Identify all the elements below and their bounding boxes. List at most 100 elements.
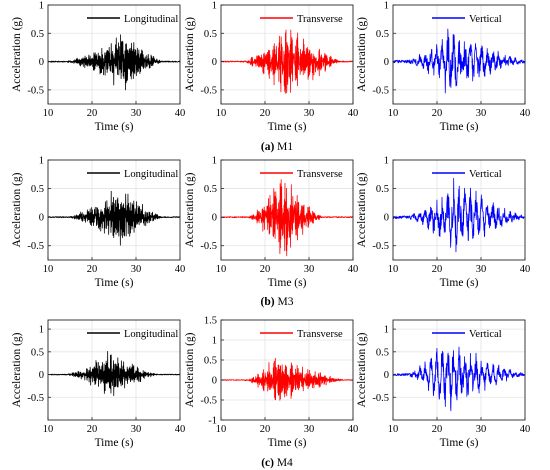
y-tick-label: 1 [212, 336, 217, 347]
x-tick-label: 30 [304, 264, 315, 275]
y-axis-label: Acceleration (g) [11, 332, 23, 407]
x-tick-label: 30 [131, 264, 142, 275]
panel-caption-label: M3 [275, 296, 294, 308]
x-tick-label: 30 [131, 108, 142, 119]
x-tick-label: 40 [175, 264, 186, 275]
y-tick-label: 1 [212, 1, 217, 12]
panel-caption-letter: (c) [261, 457, 274, 469]
plot-area [48, 5, 180, 104]
legend-label: Transverse [297, 169, 343, 180]
x-tick-label: 20 [260, 264, 271, 275]
x-tick-label: 20 [87, 264, 98, 275]
y-tick-label: 0.5 [31, 29, 44, 40]
legend-label: Longitudinal [124, 329, 178, 340]
series-line-transverse [220, 179, 354, 257]
y-tick-label: 0.5 [204, 356, 217, 367]
series-line-longitudinal [47, 190, 181, 246]
x-tick-label: 40 [175, 108, 186, 119]
x-axis-label: Time (s) [268, 121, 307, 133]
x-tick-label: 20 [87, 424, 98, 435]
y-tick-label: 0 [384, 213, 389, 224]
panel-caption: (a) M1 [261, 141, 294, 153]
y-axis-label: Acceleration (g) [184, 332, 196, 407]
y-axis-label: Acceleration (g) [11, 172, 23, 247]
y-tick-label: -0.5 [372, 85, 389, 96]
y-axis-label: Acceleration (g) [356, 332, 368, 407]
y-tick-label: 0.5 [376, 347, 389, 358]
y-tick-label: 0 [39, 370, 44, 381]
x-tick-label: 40 [348, 108, 359, 119]
y-tick-label: 1 [39, 325, 44, 336]
x-tick-label: 10 [43, 108, 54, 119]
x-tick-label: 30 [304, 424, 315, 435]
y-axis-label: Acceleration (g) [356, 172, 368, 247]
series-line-longitudinal [47, 350, 181, 397]
y-tick-label: 1 [39, 1, 44, 12]
y-tick-label: -1 [208, 416, 217, 427]
y-tick-label: 0 [39, 213, 44, 224]
x-axis-label: Time (s) [440, 277, 479, 289]
x-tick-label: 40 [520, 424, 531, 435]
y-tick-label: 1 [212, 156, 217, 167]
x-tick-label: 20 [260, 108, 271, 119]
x-tick-label: 40 [348, 264, 359, 275]
y-tick-label: -0.5 [372, 393, 389, 404]
y-tick-label: 0.5 [204, 184, 217, 195]
legend-label: Transverse [297, 329, 343, 340]
x-tick-label: 20 [87, 108, 98, 119]
y-tick-label: 0 [39, 57, 44, 68]
legend-label: Longitudinal [124, 169, 178, 180]
y-tick-label: -0.5 [27, 241, 44, 252]
x-axis-label: Time (s) [95, 437, 134, 449]
y-tick-label: 1 [384, 156, 389, 167]
x-tick-label: 10 [216, 424, 227, 435]
y-tick-label: -0.5 [200, 241, 217, 252]
axes-box [220, 4, 354, 105]
axes-box [47, 159, 181, 261]
y-tick-label: 0 [212, 57, 217, 68]
series-line-vertical [392, 346, 526, 412]
y-tick-label: -0.5 [200, 85, 217, 96]
x-axis-label: Time (s) [95, 121, 134, 133]
y-tick-label: 0.5 [204, 29, 217, 40]
y-tick-label: 0.5 [31, 347, 44, 358]
y-tick-label: -0.5 [200, 396, 217, 407]
y-tick-label: 1 [384, 1, 389, 12]
panel-caption-label: M1 [274, 141, 293, 153]
y-axis-label: Acceleration (g) [184, 172, 196, 247]
x-axis-label: Time (s) [440, 437, 479, 449]
panel-caption: (b) M3 [261, 296, 294, 308]
y-tick-label: 0 [212, 376, 217, 387]
y-tick-label: 1 [384, 325, 389, 336]
x-tick-label: 40 [175, 424, 186, 435]
y-tick-label: 1 [39, 156, 44, 167]
x-tick-label: 20 [432, 108, 443, 119]
x-axis-label: Time (s) [268, 277, 307, 289]
legend-label: Longitudinal [124, 14, 178, 25]
legend-label: Vertical [469, 169, 502, 180]
x-tick-label: 30 [476, 424, 487, 435]
axes-box [220, 159, 354, 261]
x-tick-label: 10 [43, 424, 54, 435]
legend-label: Vertical [469, 329, 502, 340]
series-line-vertical [392, 177, 526, 253]
x-tick-label: 30 [476, 264, 487, 275]
y-tick-label: 0 [212, 213, 217, 224]
x-tick-label: 10 [216, 264, 227, 275]
y-tick-label: -0.5 [27, 85, 44, 96]
x-tick-label: 10 [388, 424, 399, 435]
panel-caption: (c) M4 [261, 457, 293, 469]
panel-caption-letter: (b) [261, 296, 275, 308]
axes-box [47, 319, 181, 421]
x-tick-label: 40 [520, 108, 531, 119]
x-tick-label: 30 [131, 424, 142, 435]
y-tick-label: 0 [384, 57, 389, 68]
x-axis-label: Time (s) [268, 437, 307, 449]
x-tick-label: 10 [388, 108, 399, 119]
plot-area [393, 320, 525, 420]
y-tick-label: 1.5 [204, 316, 217, 327]
panel-caption-letter: (a) [261, 141, 275, 153]
y-tick-label: -0.5 [372, 241, 389, 252]
y-axis-label: Acceleration (g) [356, 17, 368, 92]
